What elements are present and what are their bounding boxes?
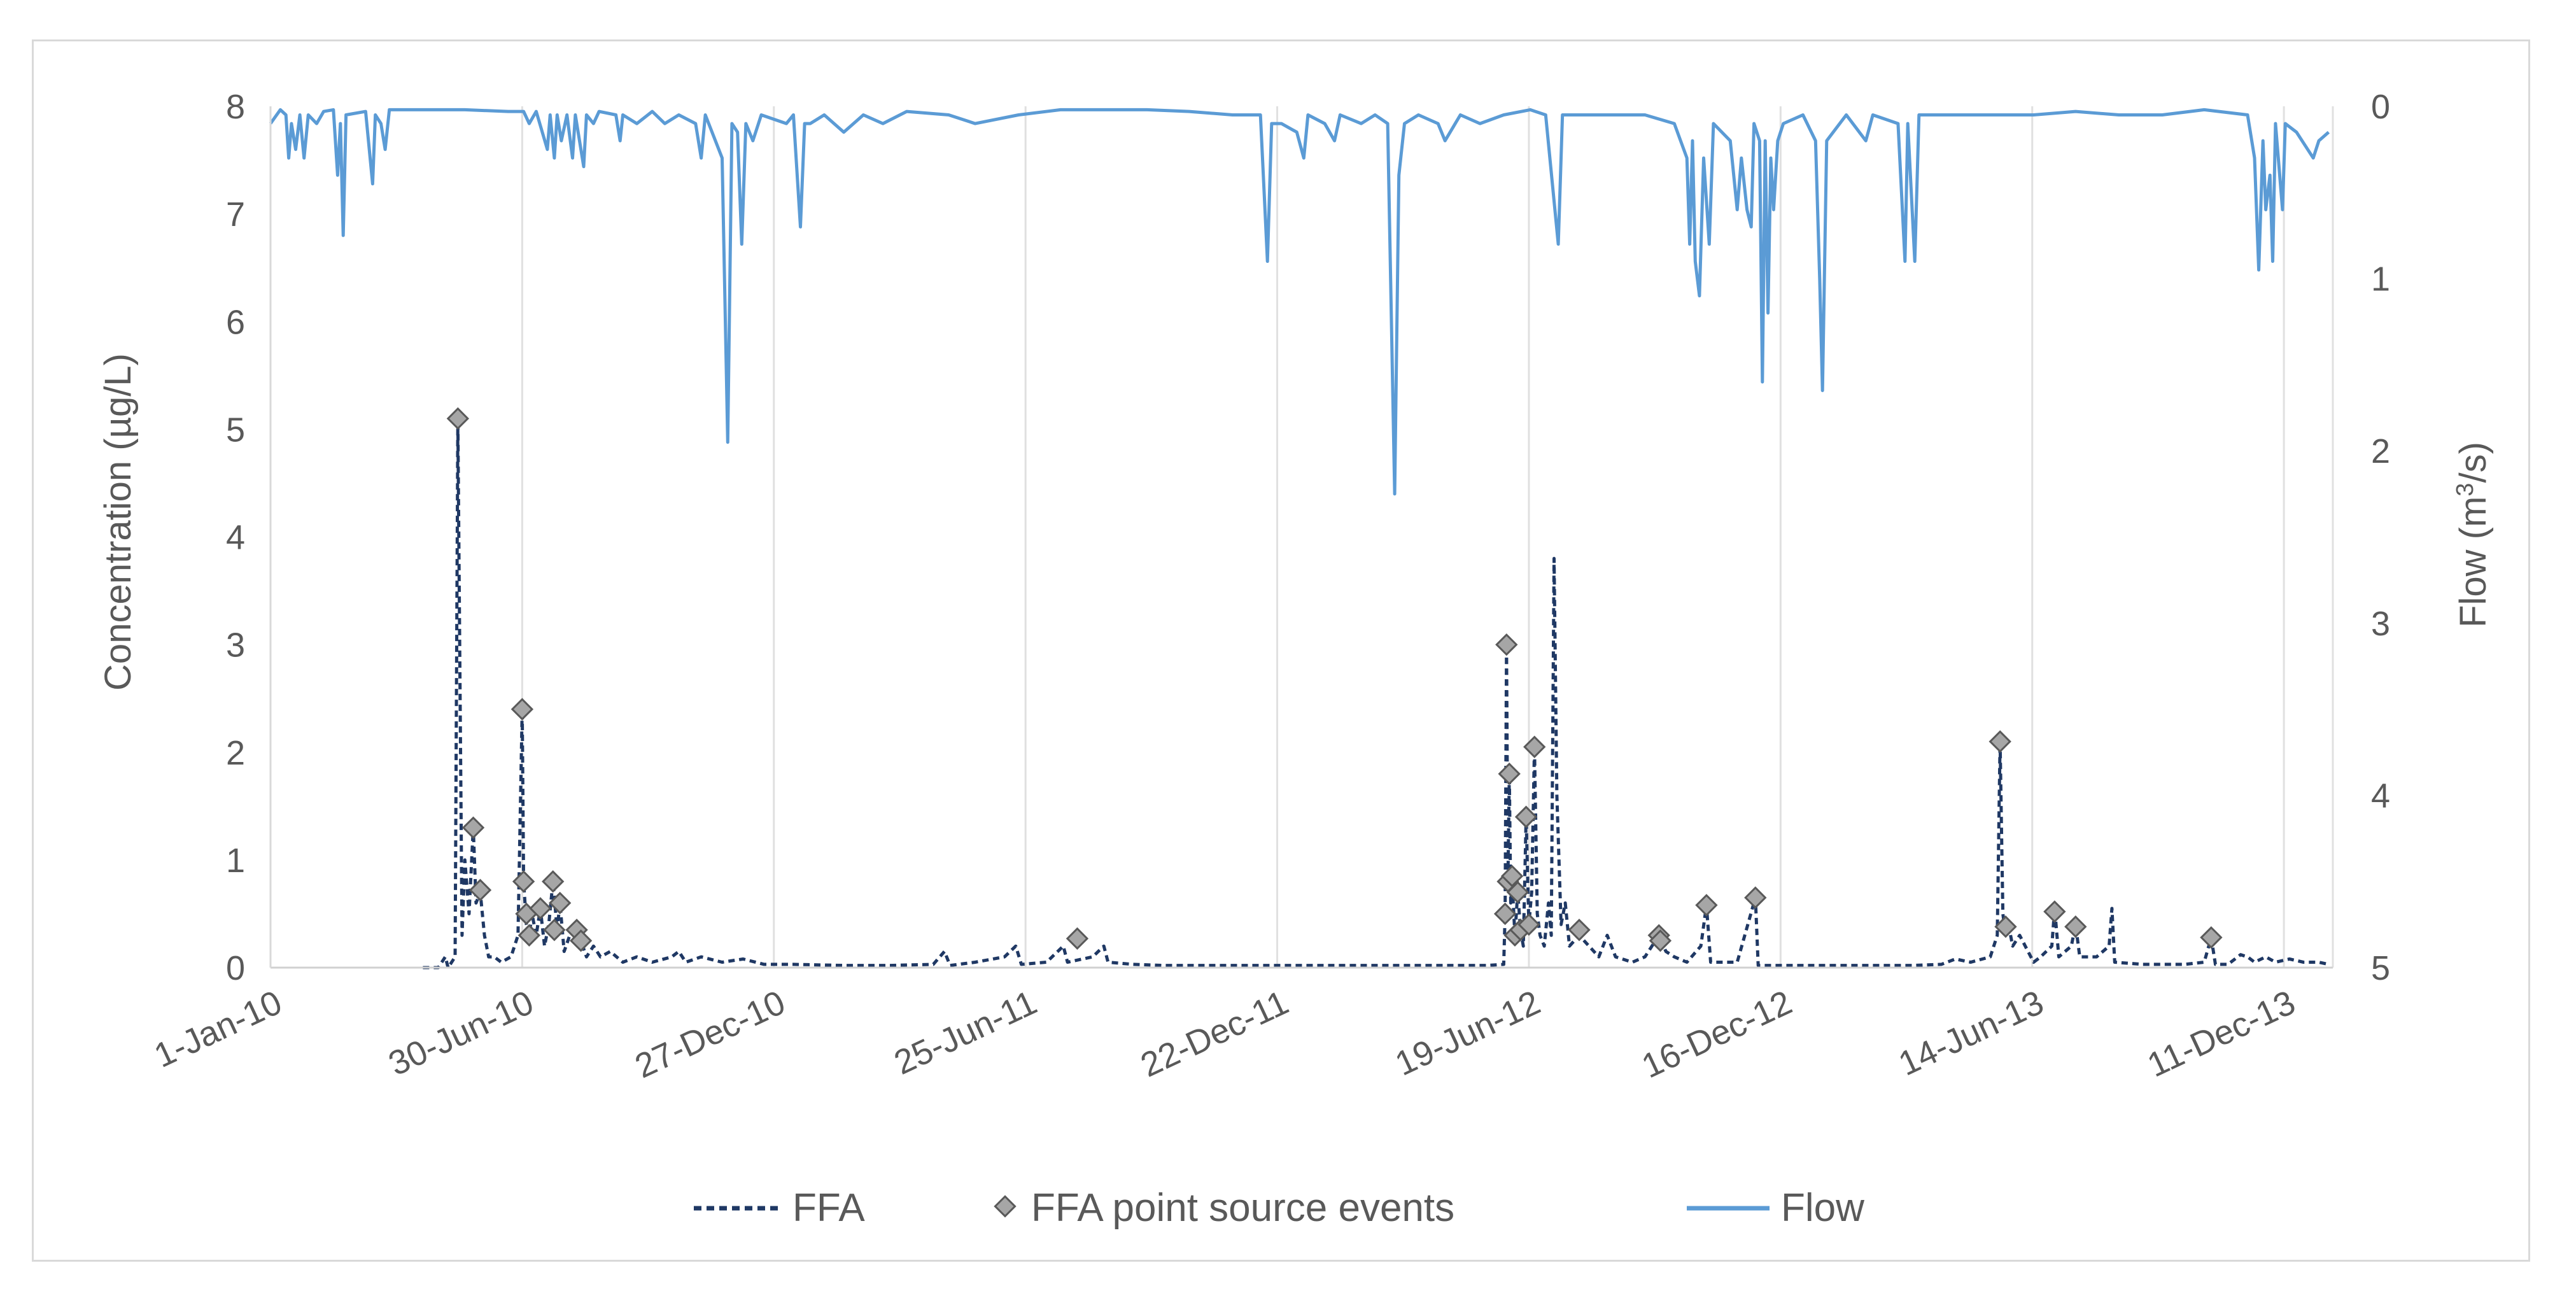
x-tick-label: 1-Jan-10: [148, 983, 288, 1075]
x-tick-label: 30-Jun-10: [383, 983, 539, 1083]
y2-tick-label: 5: [2371, 949, 2390, 987]
y-tick-label: 8: [226, 88, 245, 126]
ffa-event-marker: [1517, 913, 1540, 936]
ffa-event-marker: [1695, 894, 1718, 917]
x-tick-label: 22-Dec-11: [1135, 983, 1294, 1084]
y-tick-label: 4: [226, 519, 245, 557]
y2-tick-label: 0: [2371, 88, 2390, 126]
legend: FFA FFA point source events Flow: [694, 1186, 1864, 1230]
ffa-event-marker: [1744, 886, 1767, 909]
y-tick-label: 0: [226, 949, 245, 987]
ffa-event-marker: [543, 919, 566, 942]
gridlines: [521, 106, 2334, 968]
ffa-event-marker: [1523, 735, 1546, 758]
y-tick-label: 7: [226, 195, 245, 234]
x-tick-label: 11-Dec-13: [2142, 983, 2301, 1084]
x-tick-label: 19-Jun-12: [1390, 983, 1546, 1083]
ffa-event-marker: [1493, 902, 1517, 926]
y-axis-title: Concentration (µg/L): [97, 353, 139, 691]
legend-item-flow: Flow: [1687, 1186, 1864, 1230]
x-tick-label: 14-Jun-13: [1893, 983, 2050, 1083]
ffa-event-marker: [517, 924, 541, 947]
y-tick-label: 3: [226, 626, 245, 665]
legend-swatch-events: [994, 1195, 1017, 1218]
ffa-event-marker: [1514, 805, 1538, 828]
ffa-event-marker: [512, 870, 535, 893]
x-tick-label: 16-Dec-12: [1636, 983, 1798, 1085]
ffa-event-marker: [549, 891, 572, 915]
y2-tick-label: 3: [2371, 605, 2390, 643]
chart-frame: [32, 39, 2530, 1262]
y2-tick-label: 1: [2371, 260, 2390, 299]
ffa-series: [423, 417, 2329, 970]
flow-series: [269, 108, 2330, 496]
ffa-event-marker: [569, 929, 593, 952]
y2-axis-title-end: /s): [2453, 442, 2494, 483]
legend-label-ffa: FFA: [792, 1186, 865, 1230]
ffa-event-marker: [2200, 926, 2223, 949]
legend-label-events: FFA point source events: [1031, 1186, 1454, 1230]
ffa-event-marker: [1498, 762, 1521, 786]
x-tick-label: 25-Jun-11: [889, 983, 1043, 1082]
flow-line: [269, 108, 2330, 496]
ffa-event-marker: [1568, 919, 1591, 942]
ffa-event-marker: [468, 878, 492, 901]
ffa-event-marker: [510, 698, 534, 721]
ffa-event-marker: [529, 897, 552, 920]
legend-item-ffa: FFA: [694, 1186, 865, 1230]
ffa-event-marker: [1500, 864, 1524, 887]
y2-tick-label: 4: [2371, 777, 2390, 815]
y-tick-label: 1: [226, 842, 245, 880]
ffa-event-marker: [1066, 927, 1089, 950]
ffa-event-marker: [1495, 633, 1518, 656]
y2-axis-title-superscript: 3: [2452, 483, 2479, 497]
y2-tick-label: 2: [2371, 432, 2390, 470]
ffa-event-marker: [2043, 900, 2066, 923]
y-tick-label: 6: [226, 303, 245, 341]
ffa-event-marker: [2064, 915, 2087, 938]
legend-item-events: FFA point source events: [994, 1186, 1454, 1230]
ffa-events-series: [446, 407, 2223, 952]
y-tick-label: 5: [226, 411, 245, 449]
ffa-event-marker: [461, 816, 485, 839]
ffa-event-marker: [446, 407, 470, 430]
ffa-line: [423, 417, 2329, 970]
ffa-event-marker: [1506, 880, 1530, 904]
ffa-event-marker: [1988, 730, 2011, 753]
ffa-event-marker: [1994, 915, 2017, 938]
y-tick-label: 2: [226, 734, 245, 772]
x-tick-label: 27-Dec-10: [630, 983, 791, 1085]
legend-label-flow: Flow: [1781, 1186, 1864, 1230]
ffa-event-marker: [1649, 929, 1672, 952]
ffa-event-marker: [542, 870, 565, 893]
y2-axis-title: Flow (m3/s): [2452, 442, 2494, 628]
y2-axis-title-main: Flow (m: [2453, 497, 2494, 628]
